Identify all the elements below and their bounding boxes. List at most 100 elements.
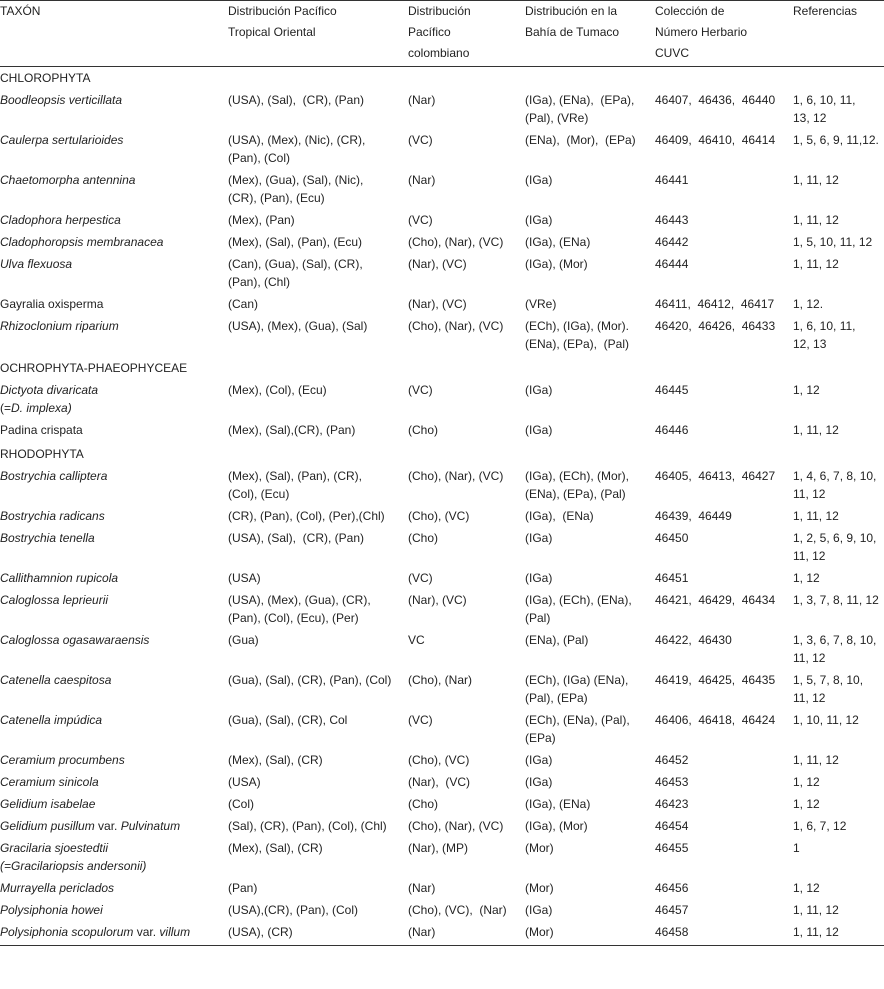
taxon-cell: Gayralia oxisperma xyxy=(0,295,228,317)
taxon-cell: Caulerpa sertularioides xyxy=(0,131,228,171)
taxon-cell: Gracilaria sjoestedtii (=Gracilariopsis … xyxy=(0,839,228,879)
pacific-tropical-cell: (USA), (Mex), (Nic), (CR), (Pan), (Col) xyxy=(228,133,366,165)
tumaco-bay-cell: (IGa) xyxy=(525,213,553,227)
pacific-colombian-cell: (VC) xyxy=(408,133,433,147)
taxon-cell: Gelidium pusillum var. Pulvinatum xyxy=(0,817,228,839)
header-herbarium: Colección de Número Herbario CUVC xyxy=(655,0,793,67)
tumaco-bay-cell: (IGa) xyxy=(525,775,553,789)
table-row: Gelidium pusillum var. Pulvinatum (Sal), … xyxy=(0,817,884,839)
taxon-name-part: Chaetomorpha antennina xyxy=(0,173,136,187)
taxon-cell: Ceramium procumbens xyxy=(0,751,228,773)
references-cell: 1, 3, 7, 8, 11, 12 xyxy=(793,593,879,607)
tumaco-bay-cell: (VRe) xyxy=(525,297,557,311)
herbarium-number-cell: 46445 xyxy=(655,383,689,397)
table-row: Murrayella periclados (Pan) (Nar) (Mor) 4645… xyxy=(0,879,884,901)
pacific-colombian-cell: VC xyxy=(408,633,425,647)
pacific-tropical-cell: (USA) xyxy=(228,775,261,789)
pacific-tropical-cell: (USA), (Sal), (CR), (Pan) xyxy=(228,93,365,107)
table-row: Cladophora herpestica (Mex), (Pan) (VC) (IG… xyxy=(0,211,884,233)
table-row: Boodleopsis verticillata (USA), (Sal), (C… xyxy=(0,91,884,131)
pacific-colombian-cell: (Cho) xyxy=(408,531,439,545)
taxon-name-part: Padina crispata xyxy=(0,423,83,437)
herbarium-number-cell: 46407, 46436, 46440 xyxy=(655,93,776,107)
header-tumaco-bay: Distribución en la Bahía de Tumaco xyxy=(525,0,655,67)
table-row: Caloglossa leprieurii (USA), (Mex), (Gua)… xyxy=(0,591,884,631)
pacific-colombian-cell: (Nar) xyxy=(408,173,436,187)
table-row: Chaetomorpha antennina (Mex), (Gua), (Sal… xyxy=(0,171,884,211)
header-pacific-colombian: Distribución Pacífico colombiano xyxy=(408,0,525,67)
pacific-tropical-cell: (Pan) xyxy=(228,881,258,895)
taxon-cell: Bostrychia radicans xyxy=(0,507,228,529)
taxon-name-part: var. xyxy=(133,925,160,939)
taxon-cell: Padina crispata xyxy=(0,421,228,443)
pacific-tropical-cell: (Col) xyxy=(228,797,254,811)
pacific-colombian-cell: (Cho), (Nar) xyxy=(408,673,473,687)
header-row: TAXÓN Distribución Pacífico Tropical Ori… xyxy=(0,0,884,67)
header-references: Referencias xyxy=(793,0,884,67)
herbarium-number-cell: 46405, 46413, 46427 xyxy=(655,469,776,483)
tumaco-bay-cell: (IGa) xyxy=(525,903,553,917)
references-cell: 1, 6, 10, 11, 12, 13 xyxy=(793,319,856,351)
pacific-tropical-cell: (Gua) xyxy=(228,633,259,647)
tumaco-bay-cell: (IGa) xyxy=(525,531,553,545)
tumaco-bay-cell: (Mor) xyxy=(525,841,554,855)
table-row: Rhizoclonium riparium (USA), (Mex), (Gua)… xyxy=(0,317,884,357)
references-cell: 1 xyxy=(793,841,800,855)
pacific-tropical-cell: (Gua), (Sal), (CR), Col xyxy=(228,713,348,727)
herbarium-number-cell: 46406, 46418, 46424 xyxy=(655,713,776,727)
tumaco-bay-cell: (IGa) xyxy=(525,571,553,585)
pacific-colombian-cell: (Cho) xyxy=(408,797,439,811)
pacific-colombian-cell: (VC) xyxy=(408,713,433,727)
taxon-name-part: Bostrychia tenella xyxy=(0,531,95,545)
references-cell: 1, 12. xyxy=(793,297,824,311)
references-cell: 1, 12 xyxy=(793,797,820,811)
pacific-tropical-cell: (USA), (Sal), (CR), (Pan) xyxy=(228,531,365,545)
herbarium-number-cell: 46411, 46412, 46417 xyxy=(655,297,775,311)
pacific-tropical-cell: (Mex), (Col), (Ecu) xyxy=(228,383,327,397)
herbarium-number-cell: 46422, 46430 xyxy=(655,633,732,647)
references-cell: 1, 5, 10, 11, 12 xyxy=(793,235,873,249)
pacific-colombian-cell: (Cho), (VC) xyxy=(408,753,470,767)
pacific-tropical-cell: (Sal), (CR), (Pan), (Col), (Chl) xyxy=(228,819,387,833)
references-cell: 1, 3, 6, 7, 8, 10, 11, 12 xyxy=(793,633,877,665)
taxon-cell: Dictyota divaricata (=D. implexa) xyxy=(0,381,228,421)
references-cell: 1, 5, 6, 9, 11,12. xyxy=(793,133,879,147)
pacific-colombian-cell: (Nar) xyxy=(408,881,436,895)
references-cell: 1, 5, 7, 8, 10, 11, 12 xyxy=(793,673,864,705)
table-body: CHLOROPHYTA Boodleopsis verticillata (USA)… xyxy=(0,67,884,946)
taxon-cell: Catenella caespitosa xyxy=(0,671,228,711)
tumaco-bay-cell: (Mor) xyxy=(525,925,554,939)
references-cell: 1, 12 xyxy=(793,775,820,789)
taxon-cell: Bostrychia calliptera xyxy=(0,467,228,507)
references-cell: 1, 11, 12 xyxy=(793,903,839,917)
pacific-tropical-cell: (USA),(CR), (Pan), (Col) xyxy=(228,903,359,917)
references-cell: 1, 11, 12 xyxy=(793,753,839,767)
herbarium-number-cell: 46452 xyxy=(655,753,689,767)
herbarium-number-cell: 46419, 46425, 46435 xyxy=(655,673,776,687)
pacific-tropical-cell: (Can), (Gua), (Sal), (CR), (Pan), (Chl) xyxy=(228,257,363,289)
taxon-cell: Ceramium sinicola xyxy=(0,773,228,795)
pacific-colombian-cell: (VC) xyxy=(408,571,433,585)
taxon-name-part: Caloglossa leprieurii xyxy=(0,593,109,607)
table-row: Gelidium isabelae (Col) (Cho) (IGa), (ENa) 4… xyxy=(0,795,884,817)
references-cell: 1, 11, 12 xyxy=(793,925,839,939)
table-row: Dictyota divaricata (=D. implexa) (Mex), … xyxy=(0,381,884,421)
tumaco-bay-cell: (IGa), (ENa) xyxy=(525,509,594,523)
taxon-cell: Rhizoclonium riparium xyxy=(0,317,228,357)
herbarium-number-cell: 46439, 46449 xyxy=(655,509,732,523)
taxon-name-part: Gracilaria sjoestedtii (=Gracilariopsis … xyxy=(0,841,147,873)
pacific-colombian-cell: (Nar), (VC) xyxy=(408,775,470,789)
taxon-cell: Caloglossa ogasawaraensis xyxy=(0,631,228,671)
herbarium-number-cell: 46446 xyxy=(655,423,689,437)
herbarium-number-cell: 46454 xyxy=(655,819,689,833)
pacific-colombian-cell: (VC) xyxy=(408,383,433,397)
table-row: Callithamnion rupicola (USA) (VC) (IGa) 4645… xyxy=(0,569,884,591)
references-cell: 1, 12 xyxy=(793,383,820,397)
herbarium-number-cell: 46423 xyxy=(655,797,689,811)
taxon-name-part: Caloglossa ogasawaraensis xyxy=(0,633,150,647)
references-cell: 1, 12 xyxy=(793,571,820,585)
taxon-cell: Callithamnion rupicola xyxy=(0,569,228,591)
pacific-tropical-cell: (CR), (Pan), (Col), (Per),(Chl) xyxy=(228,509,385,523)
section-title: CHLOROPHYTA xyxy=(0,71,91,85)
taxon-name-part: Gayralia oxisperma xyxy=(0,297,104,311)
